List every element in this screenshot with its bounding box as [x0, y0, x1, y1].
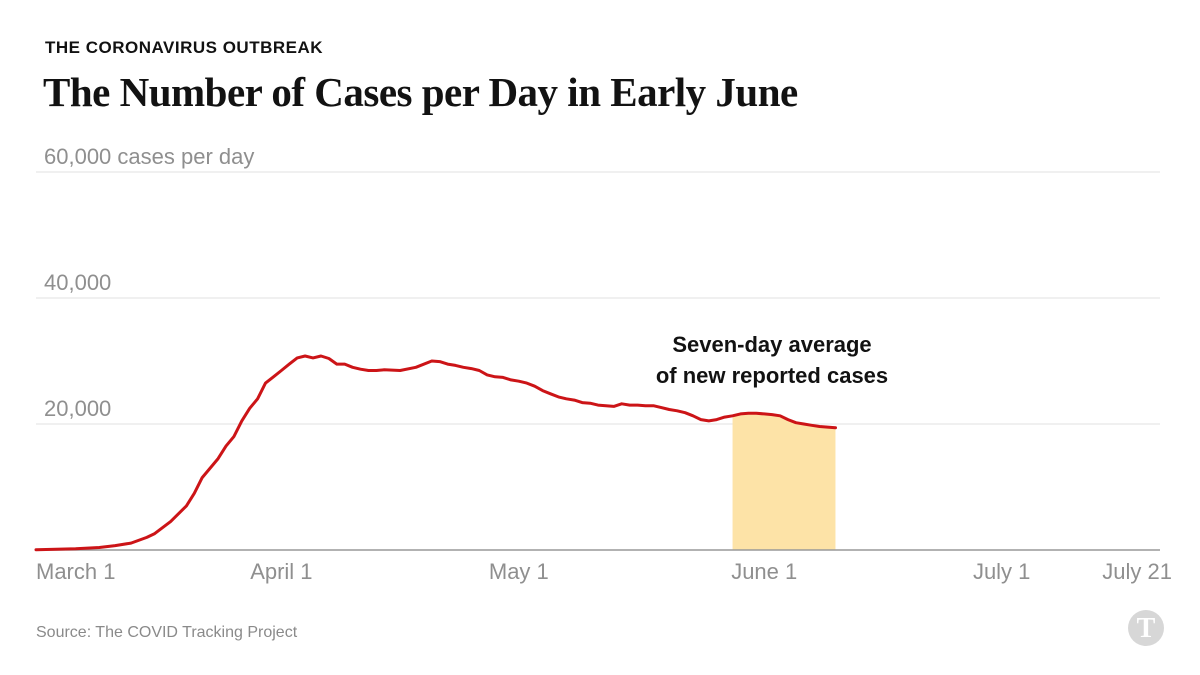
y-tick-label: 40,000: [44, 270, 111, 295]
x-tick-label: June 1: [731, 559, 797, 584]
annotation-line-2: of new reported cases: [656, 363, 888, 388]
x-tick-label: May 1: [489, 559, 549, 584]
x-tick-label: March 1: [36, 559, 115, 584]
series-line: [34, 354, 837, 552]
x-tick-label: April 1: [250, 559, 312, 584]
source-note: Source: The COVID Tracking Project: [36, 624, 298, 641]
page-title: The Number of Cases per Day in Early Jun…: [43, 69, 798, 115]
y-tick-label: 20,000: [44, 396, 111, 421]
x-tick-label: July 21: [1102, 559, 1172, 584]
y-tick-labels: 20,000 40,000 60,000 cases per day: [44, 144, 254, 421]
nyt-t-logo-icon: T: [1126, 608, 1166, 648]
annotation-line-1: Seven-day average: [672, 332, 871, 357]
highlight-band-fill: [732, 413, 836, 550]
x-tick-labels: March 1 April 1 May 1 June 1 July 1 July 21: [36, 559, 1172, 584]
grid-layer: [36, 171, 1160, 425]
x-tick-label: July 1: [973, 559, 1030, 584]
series-layer: [34, 354, 837, 552]
y-tick-label: 60,000 cases per day: [44, 144, 254, 169]
svg-text:T: T: [1137, 613, 1156, 644]
kicker: THE CORONAVIRUS OUTBREAK: [45, 38, 324, 57]
